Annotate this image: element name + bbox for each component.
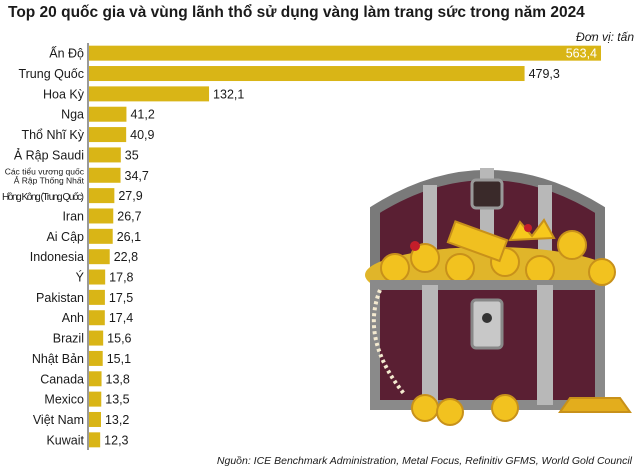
- bar-0: [89, 45, 601, 61]
- value-label-2: 132,1: [213, 87, 244, 101]
- bar-16: [89, 371, 102, 387]
- bar-15: [89, 350, 103, 366]
- source-note: Nguồn: ICE Benchmark Administration, Met…: [216, 455, 632, 467]
- category-label-8: Iran: [62, 209, 84, 223]
- category-label-19: Kuwait: [46, 433, 84, 447]
- unit-label: Đơn vị: tấn: [576, 30, 634, 44]
- value-label-8: 26,7: [117, 209, 141, 223]
- value-label-15: 15,1: [107, 352, 131, 366]
- bar-12: [89, 289, 105, 305]
- bar-17: [89, 391, 102, 407]
- value-label-3: 41,2: [130, 108, 154, 122]
- value-label-7: 27,9: [118, 189, 142, 203]
- value-label-11: 17,8: [109, 271, 133, 285]
- category-label-0: Ấn Độ: [49, 46, 84, 61]
- category-label-2: Hoa Kỳ: [43, 87, 85, 101]
- category-label-6: Các tiểu vương quốc Ả Rập Thống Nhất: [5, 166, 85, 185]
- value-label-6: 34,7: [125, 169, 149, 183]
- value-label-5: 35: [125, 148, 139, 162]
- category-label-9: Ai Cập: [46, 230, 84, 244]
- category-label-14: Brazil: [53, 332, 84, 346]
- bar-8: [89, 208, 114, 224]
- value-label-17: 13,5: [105, 393, 129, 407]
- value-label-19: 12,3: [104, 433, 128, 447]
- value-label-16: 13,8: [106, 372, 130, 386]
- value-label-9: 26,1: [117, 230, 141, 244]
- category-label-13: Anh: [62, 311, 84, 325]
- category-label-1: Trung Quốc: [18, 67, 84, 81]
- category-label-7: Hồng Kông (Trung Quốc): [2, 191, 84, 203]
- bar-1: [89, 66, 525, 82]
- value-label-12: 17,5: [109, 291, 133, 305]
- category-label-4: Thổ Nhĩ Kỳ: [21, 128, 84, 142]
- value-label-14: 15,6: [107, 332, 131, 346]
- category-label-17: Mexico: [44, 393, 84, 407]
- category-label-11: Ý: [76, 270, 85, 285]
- category-label-12: Pakistan: [36, 291, 84, 305]
- category-label-5: Ả Rập Saudi: [14, 147, 84, 162]
- bar-19: [89, 432, 101, 448]
- bar-6: [89, 167, 121, 183]
- bar-9: [89, 228, 113, 244]
- category-label-3: Nga: [61, 108, 84, 122]
- bar-18: [89, 411, 101, 427]
- bar-10: [89, 249, 110, 265]
- bar-4: [89, 127, 127, 143]
- bar-14: [89, 330, 104, 346]
- bar-11: [89, 269, 106, 285]
- value-label-18: 13,2: [105, 413, 129, 427]
- value-label-4: 40,9: [130, 128, 154, 142]
- value-label-13: 17,4: [109, 311, 133, 325]
- bar-3: [89, 106, 127, 122]
- value-label-10: 22,8: [114, 250, 138, 264]
- category-label-10: Indonesia: [30, 250, 84, 264]
- value-label-0: 563,4: [566, 47, 597, 61]
- bar-2: [89, 86, 210, 102]
- bar-5: [89, 147, 121, 163]
- chart-title: Top 20 quốc gia và vùng lãnh thổ sử dụng…: [8, 4, 585, 21]
- bar-7: [89, 188, 115, 204]
- treasure-chest-illustration: [365, 168, 632, 426]
- bar-13: [89, 310, 105, 326]
- value-label-1: 479,3: [529, 67, 560, 81]
- category-label-18: Việt Nam: [33, 413, 84, 427]
- category-label-16: Canada: [40, 372, 84, 386]
- category-label-15: Nhật Bản: [32, 352, 84, 366]
